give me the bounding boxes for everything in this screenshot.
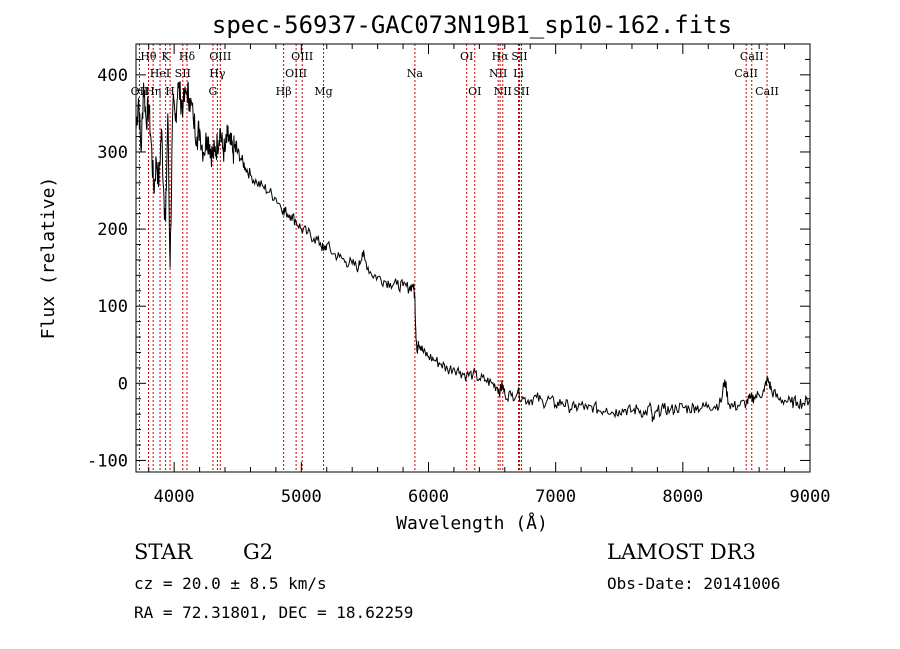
- spectral-line-label: Hα: [492, 50, 510, 63]
- spectral-line-label: SII: [513, 85, 529, 98]
- spectral-line-label: CaII: [734, 67, 758, 80]
- survey-name: LAMOST DR3: [607, 540, 756, 564]
- spectral-line-label: OIII: [291, 50, 313, 63]
- x-axis-label: Wavelength (Å): [396, 512, 548, 534]
- redshift-value: cz = 20.0 ± 8.5 km/s: [134, 574, 327, 593]
- spectral-line-label: Hβ: [276, 85, 292, 98]
- y-axis: -100 0 100 200 300 400: [87, 58, 810, 471]
- spectral-line-label: NII: [494, 85, 512, 98]
- chart-title: spec-56937-GAC073N19B1_sp10-162.fits: [212, 11, 732, 39]
- spectral-line-label: H: [165, 85, 175, 98]
- y-tick-label: 200: [97, 220, 128, 240]
- spectrum-line: [135, 81, 811, 422]
- spectral-line-label: SII: [175, 67, 191, 80]
- spectral-line-label: Hθ: [140, 50, 157, 63]
- spectral-line-label: Hγ: [209, 67, 226, 80]
- y-tick-label: 300: [97, 143, 128, 163]
- coordinates: RA = 72.31801, DEC = 18.62259: [134, 603, 414, 622]
- y-axis-label: Flux (relative): [38, 177, 59, 340]
- plot-frame: [135, 43, 811, 473]
- spectral-line-label: OIII: [285, 67, 307, 80]
- spectral-line-label: NII: [489, 67, 507, 80]
- spectral-line-label: K: [162, 50, 171, 63]
- x-tick-label: 6000: [408, 487, 449, 507]
- spectral-line-label: CaII: [755, 85, 779, 98]
- spectral-line-label: HeI: [150, 67, 170, 80]
- spectral-line-label: Li: [513, 67, 524, 80]
- spectral-line-label: Hη: [145, 85, 161, 98]
- x-tick-label: 8000: [662, 487, 703, 507]
- y-tick-label: -100: [87, 451, 128, 471]
- spectral-line-label: CaII: [740, 50, 764, 63]
- spectral-line-label: Mg: [314, 85, 332, 98]
- spectral-line-label: OIII: [209, 50, 231, 63]
- x-axis: 4000 5000 6000 7000 8000 9000: [148, 44, 831, 507]
- x-tick-label: 7000: [535, 487, 576, 507]
- spectral-line-markers: [138, 44, 768, 472]
- spectral-line-label: Na: [407, 67, 424, 80]
- spectral-line-label: Hδ: [179, 50, 196, 63]
- object-subclass: G2: [243, 540, 274, 564]
- y-tick-label: 0: [118, 374, 128, 394]
- spectral-line-label: OI: [468, 85, 481, 98]
- observation-date: Obs-Date: 20141006: [607, 574, 781, 593]
- x-tick-label: 5000: [281, 487, 322, 507]
- object-class: STAR: [134, 540, 193, 564]
- x-tick-label: 9000: [790, 487, 831, 507]
- spectral-line-label: SII: [511, 50, 527, 63]
- y-tick-label: 400: [97, 66, 128, 86]
- x-tick-label: 4000: [154, 487, 195, 507]
- spectral-line-label: G: [209, 85, 218, 98]
- y-tick-label: 100: [97, 297, 128, 317]
- spectral-line-label: OI: [460, 50, 473, 63]
